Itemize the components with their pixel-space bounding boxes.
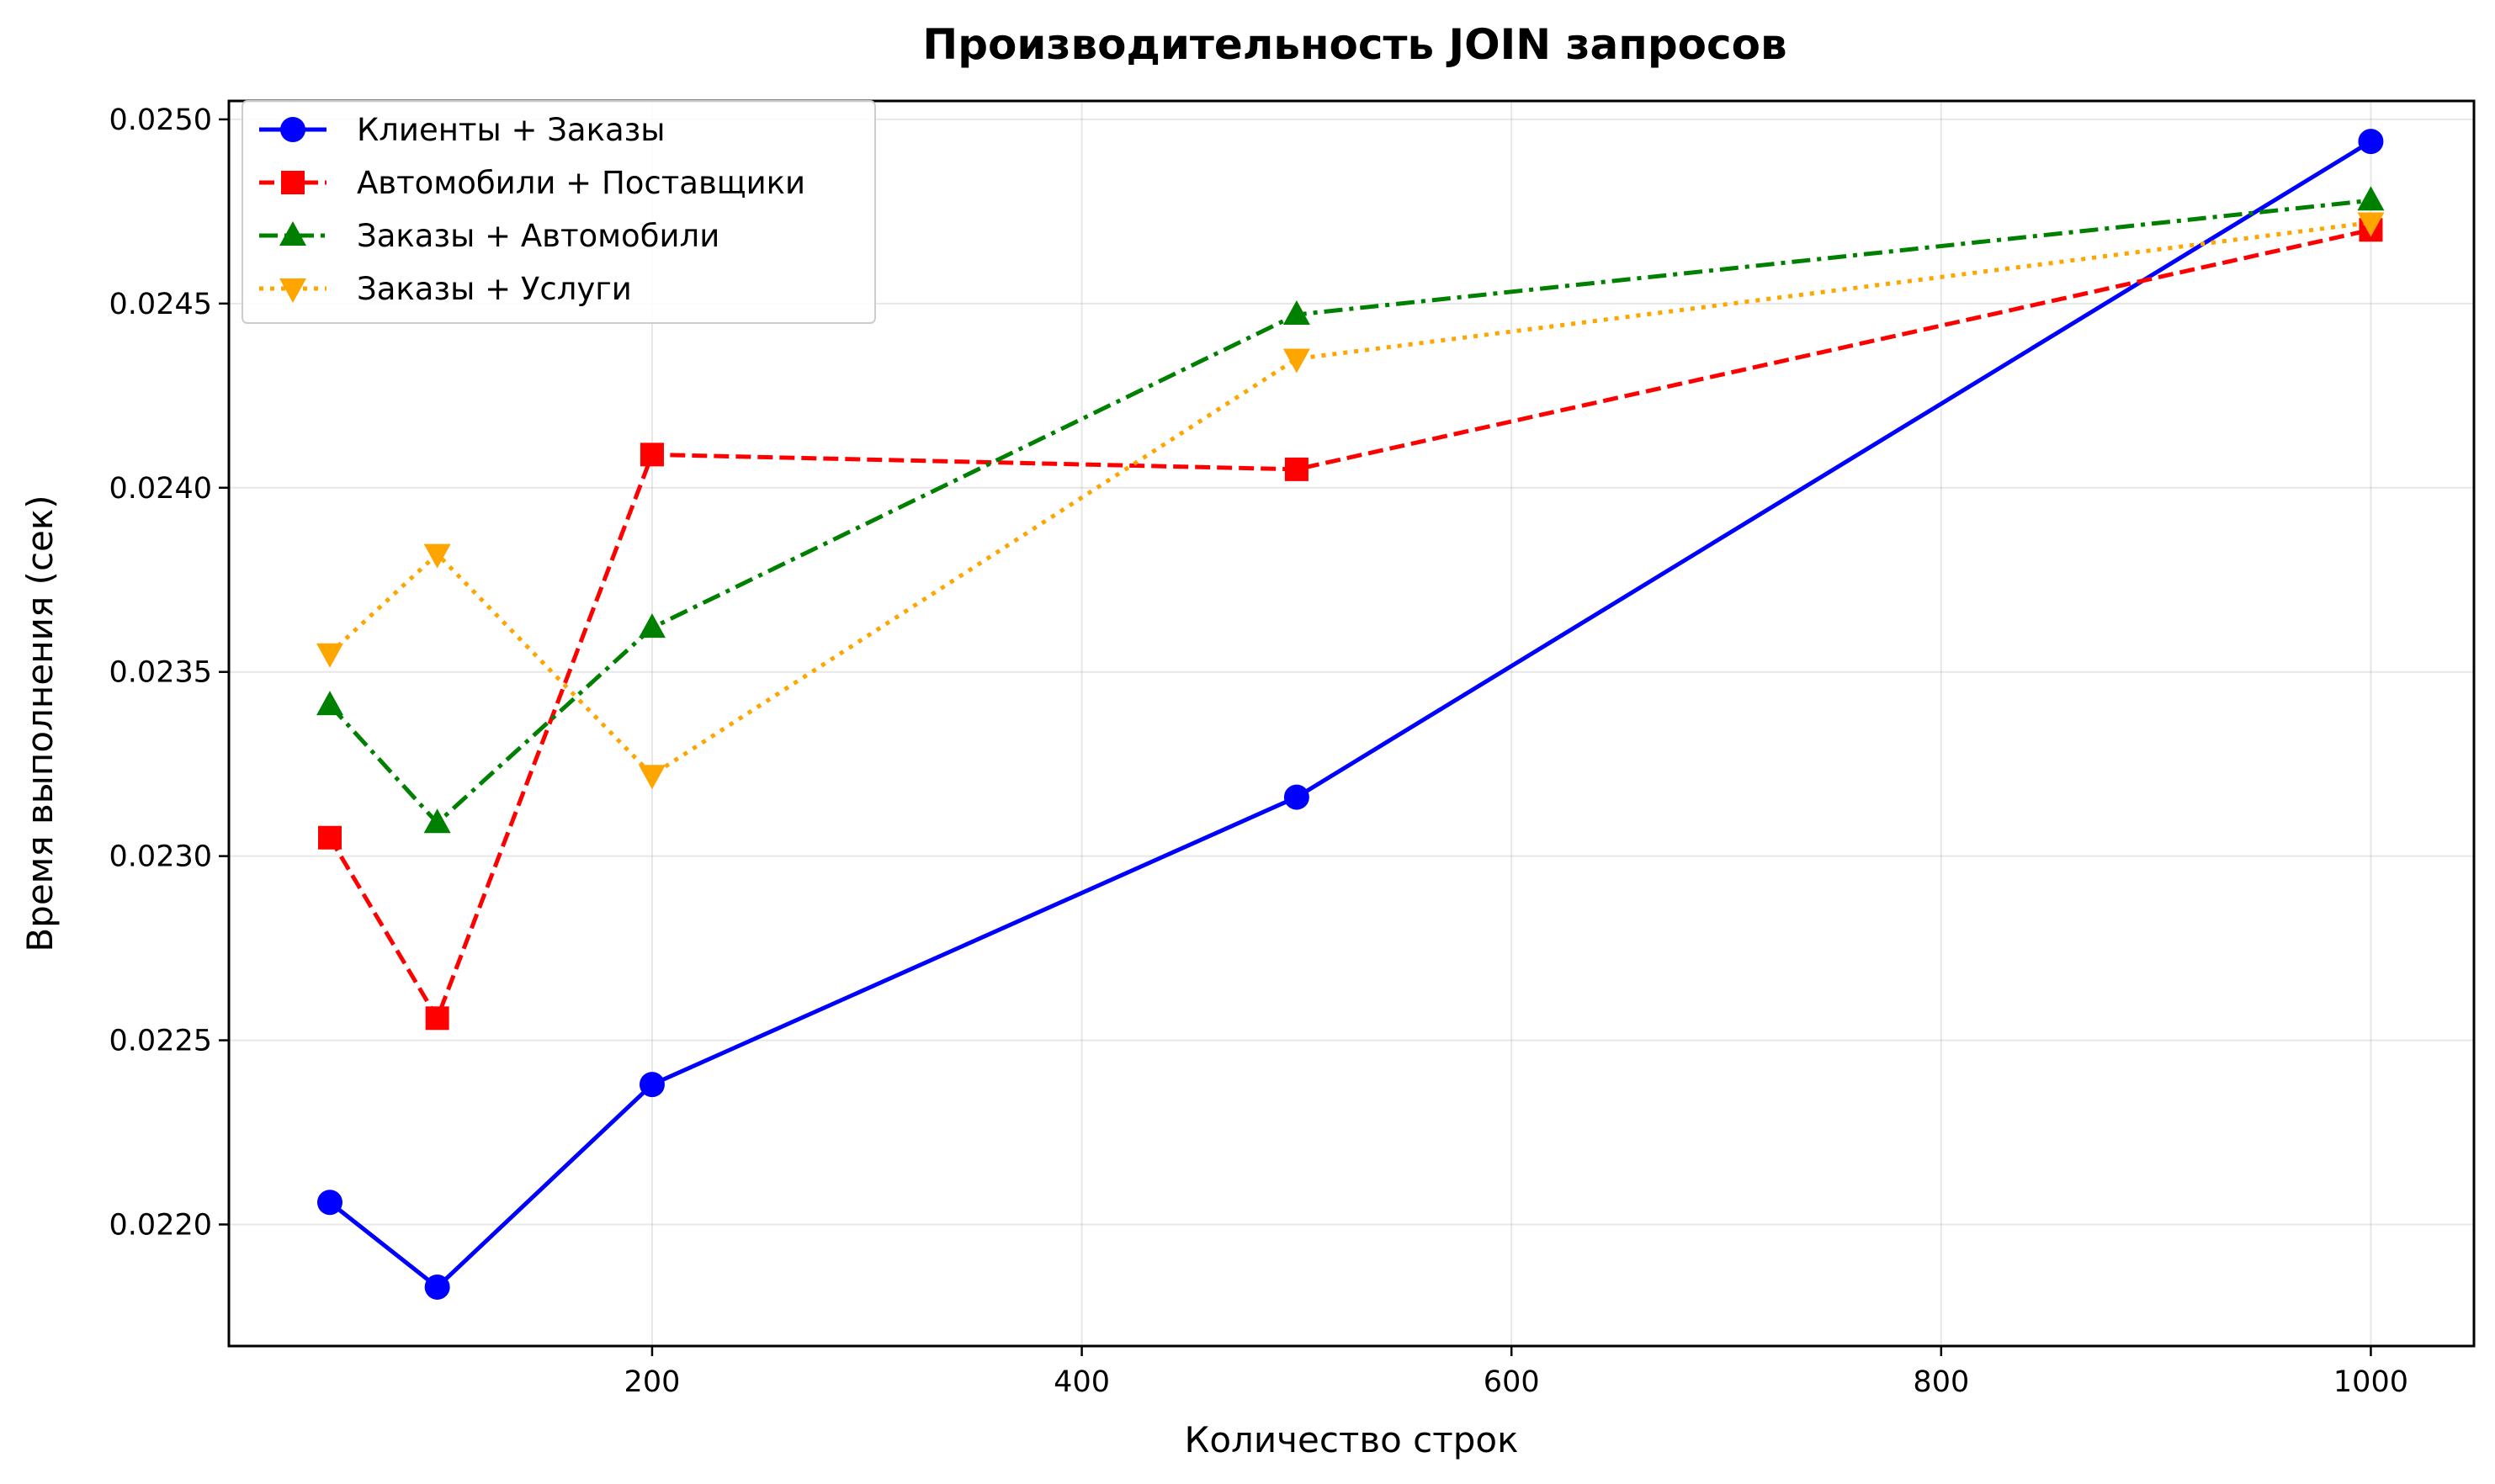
data-point: [423, 808, 451, 834]
data-point: [2357, 212, 2385, 237]
data-point: [638, 613, 666, 639]
y-tick-label: 0.0240: [109, 472, 212, 506]
legend-label: Заказы + Услуги: [357, 271, 632, 307]
data-point: [1284, 457, 1309, 481]
data-point: [640, 443, 664, 467]
legend-item: Заказы + Автомобили: [259, 218, 719, 254]
y-tick-label: 0.0250: [109, 103, 212, 137]
x-tick-label: 400: [1054, 1365, 1110, 1399]
plot-frame: [227, 99, 2476, 1348]
data-point: [638, 765, 666, 790]
data-point: [424, 1274, 450, 1300]
data-point: [425, 1006, 449, 1031]
legend-label: Автомобили + Поставщики: [357, 165, 805, 201]
data-point: [317, 825, 342, 850]
legend-marker: [279, 278, 306, 303]
x-tick-label: 1000: [2333, 1365, 2408, 1399]
data-point: [1283, 784, 1309, 810]
series-1: [316, 129, 2384, 1300]
series-4: [316, 212, 2385, 790]
legend-marker: [280, 117, 305, 142]
y-tick-label: 0.0225: [109, 1025, 212, 1058]
ticks: 200 400 600 800 1000 0.0220 0.0225 0.0230 0.0235…: [109, 103, 2408, 1399]
y-tick-label: 0.0230: [109, 840, 212, 874]
legend-item: Заказы + Услуги: [259, 271, 632, 307]
legend-item: Клиенты + Заказы: [259, 112, 666, 148]
x-tick-label: 800: [1913, 1365, 1969, 1399]
legend-marker: [281, 171, 305, 194]
legend: Клиенты + Заказы Автомобили + Поставщики З…: [242, 100, 876, 324]
legend-item: Автомобили + Поставщики: [259, 165, 805, 201]
data-point: [2357, 186, 2385, 211]
y-tick-label: 0.0220: [109, 1209, 212, 1243]
data-point: [2358, 129, 2384, 155]
data-point: [316, 691, 343, 716]
legend-label: Заказы + Автомобили: [357, 218, 719, 254]
series-3: [316, 186, 2385, 834]
data-point: [1282, 348, 1310, 374]
data-point: [1282, 299, 1310, 325]
data-point: [639, 1072, 665, 1098]
chart-title: Производительность JOIN запросов: [922, 20, 1786, 69]
y-tick-label: 0.0235: [109, 656, 212, 690]
data-point: [316, 643, 343, 668]
data-point: [316, 1190, 342, 1216]
x-axis-label: Количество строк: [1185, 1419, 1519, 1460]
series-layer: [316, 129, 2385, 1300]
grid: [229, 101, 2474, 1346]
x-tick-label: 600: [1484, 1365, 1540, 1399]
y-axis-label: Время выполнения (сек): [19, 495, 61, 951]
x-tick-label: 200: [624, 1365, 681, 1399]
legend-label: Клиенты + Заказы: [357, 112, 666, 148]
legend-marker: [279, 221, 306, 246]
y-tick-label: 0.0245: [109, 288, 212, 321]
legend-box: [242, 100, 876, 324]
data-point: [423, 543, 451, 569]
